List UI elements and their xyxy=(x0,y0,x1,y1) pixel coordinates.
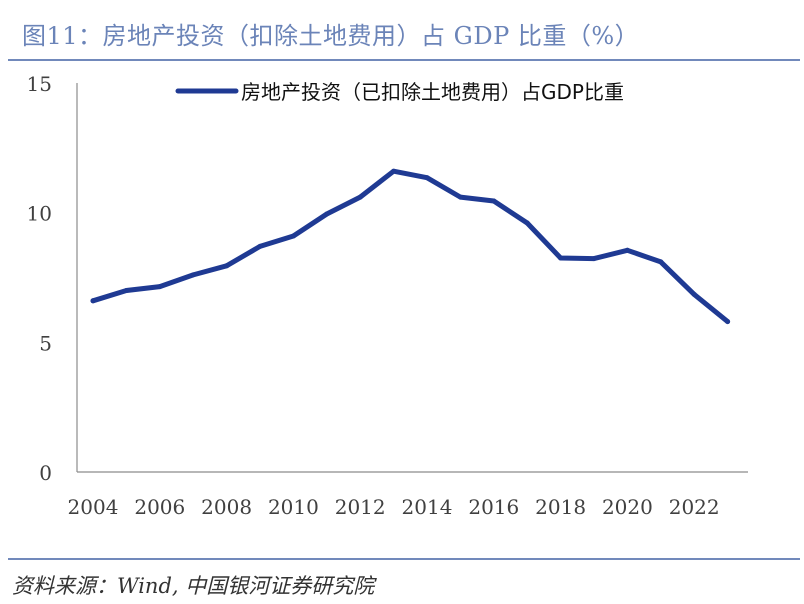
data-point xyxy=(123,288,129,293)
y-tick-label: 5 xyxy=(39,331,52,355)
data-point xyxy=(524,220,530,226)
data-point xyxy=(658,259,664,265)
y-tick-labels: 0 5 10 15 xyxy=(27,72,52,485)
data-point xyxy=(190,272,196,278)
data-point xyxy=(157,284,163,290)
x-tick-label: 2004 xyxy=(68,495,119,519)
x-tick-label: 2020 xyxy=(602,495,653,519)
y-tick-label: 10 xyxy=(27,202,52,226)
chart-legend: 房地产投资（已扣除土地费用）占GDP比重 xyxy=(175,80,624,104)
figure-title: 图11：房地产投资（扣除土地费用）占 GDP 比重（%） xyxy=(22,22,640,50)
data-point xyxy=(558,255,564,261)
title-divider xyxy=(8,59,800,61)
data-point xyxy=(691,291,697,297)
x-tick-label: 2016 xyxy=(468,495,519,519)
data-point xyxy=(90,298,96,304)
data-point xyxy=(391,168,397,174)
data-point xyxy=(591,256,597,262)
series-line xyxy=(90,168,731,325)
x-tick-label: 2012 xyxy=(335,495,386,519)
data-point xyxy=(624,247,630,253)
y-tick-label: 15 xyxy=(27,72,52,96)
x-tick-label: 2008 xyxy=(201,495,252,519)
x-tick-label: 2018 xyxy=(535,495,586,519)
data-point xyxy=(257,243,263,249)
x-tick-label: 2010 xyxy=(268,495,319,519)
x-tick-label: 2006 xyxy=(134,495,185,519)
x-tick-label: 2014 xyxy=(402,495,453,519)
y-tick-label: 0 xyxy=(39,461,52,485)
x-tick-label: 2022 xyxy=(669,495,720,519)
data-point xyxy=(290,233,296,239)
legend-label: 房地产投资（已扣除土地费用）占GDP比重 xyxy=(241,80,624,104)
data-point xyxy=(357,194,363,200)
series-lines xyxy=(90,168,731,325)
data-point xyxy=(491,198,497,204)
data-point xyxy=(224,263,230,269)
data-point xyxy=(324,211,330,217)
source-note: 资料来源：Wind, 中国银河证券研究院 xyxy=(12,574,375,598)
footer-divider xyxy=(8,558,800,560)
x-tick-labels: 2004 2006 2008 2010 2012 2014 2016 2018 2020 2022 xyxy=(68,495,720,519)
data-point xyxy=(725,319,731,325)
data-point xyxy=(457,194,463,200)
chart-axes xyxy=(76,83,748,473)
data-point xyxy=(424,175,430,181)
